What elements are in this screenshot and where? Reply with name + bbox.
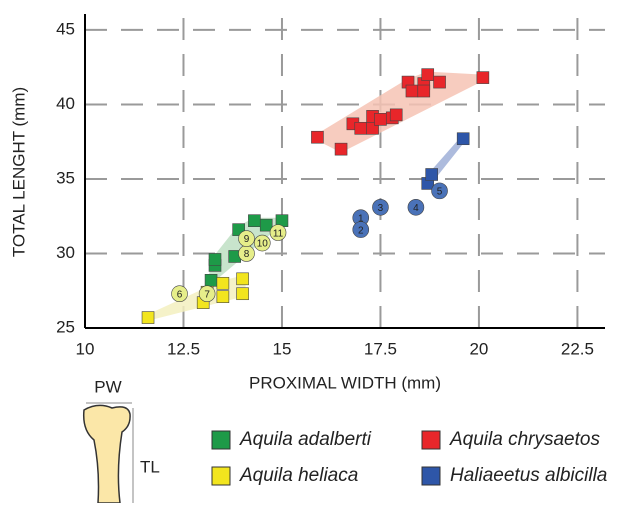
x-tick-label: 22.5 bbox=[561, 339, 594, 358]
point bbox=[405, 84, 419, 98]
pw-label: PW bbox=[94, 377, 121, 396]
x-tick-label: 12.5 bbox=[167, 339, 200, 358]
legend-label: Haliaeetus albicilla bbox=[450, 465, 607, 486]
point bbox=[334, 142, 348, 156]
point bbox=[389, 108, 403, 122]
point-label: 9 bbox=[244, 234, 250, 245]
point-label: 10 bbox=[257, 239, 269, 250]
point-label: 7 bbox=[204, 289, 210, 300]
legend-swatch bbox=[421, 430, 441, 450]
point bbox=[425, 168, 438, 181]
point-label: 5 bbox=[437, 187, 443, 198]
point bbox=[433, 75, 446, 89]
point bbox=[236, 272, 249, 286]
point bbox=[431, 182, 448, 200]
point bbox=[204, 274, 218, 287]
legend-label: Aquila heliaca bbox=[239, 465, 358, 486]
point bbox=[421, 68, 435, 81]
x-tick-label: 10 bbox=[76, 339, 95, 358]
point bbox=[259, 218, 273, 232]
x-tick-label: 15 bbox=[273, 339, 292, 358]
y-tick-label: 40 bbox=[56, 94, 75, 113]
point bbox=[236, 287, 249, 301]
point bbox=[171, 285, 188, 303]
point bbox=[456, 132, 470, 146]
point bbox=[407, 198, 425, 216]
point bbox=[311, 130, 324, 144]
point-label: 3 bbox=[378, 203, 384, 214]
point bbox=[248, 214, 261, 227]
legend-label: Aquila chrysaetos bbox=[449, 429, 600, 450]
point-label: 11 bbox=[273, 228, 284, 239]
point-label: 2 bbox=[358, 225, 364, 236]
point bbox=[372, 198, 389, 216]
point bbox=[374, 113, 387, 126]
point-label: 6 bbox=[177, 289, 183, 300]
point bbox=[352, 221, 370, 238]
grid bbox=[84, 18, 605, 329]
point-label: 8 bbox=[244, 249, 250, 260]
y-tick-label: 35 bbox=[56, 168, 75, 187]
point bbox=[269, 224, 287, 241]
legend-swatch bbox=[211, 430, 231, 450]
legend-label: Aquila adalberti bbox=[239, 429, 372, 450]
x-tick-label: 17.5 bbox=[364, 339, 397, 358]
y-axis-title: TOTAL LENGHT (mm) bbox=[9, 87, 28, 257]
legend-swatch bbox=[211, 466, 231, 486]
y-tick-label: 45 bbox=[56, 19, 75, 38]
point bbox=[208, 253, 222, 266]
legend-swatch bbox=[421, 466, 441, 486]
point bbox=[476, 71, 490, 84]
point bbox=[253, 234, 271, 252]
point bbox=[216, 290, 230, 304]
bone bbox=[82, 404, 131, 504]
x-axis-title: PROXIMAL WIDTH (mm) bbox=[249, 373, 441, 392]
tl-label: TL bbox=[140, 457, 160, 476]
point bbox=[417, 84, 431, 98]
point-label: 1 bbox=[358, 213, 364, 224]
point bbox=[238, 230, 255, 247]
point bbox=[141, 311, 155, 324]
y-tick-label: 30 bbox=[56, 243, 75, 262]
point bbox=[354, 121, 368, 135]
y-tick-label: 25 bbox=[56, 317, 75, 336]
point bbox=[198, 285, 216, 303]
bone-inset: PW TL bbox=[82, 377, 160, 504]
point bbox=[216, 276, 230, 290]
x-tick-label: 20 bbox=[469, 339, 488, 358]
point-label: 4 bbox=[413, 203, 419, 214]
